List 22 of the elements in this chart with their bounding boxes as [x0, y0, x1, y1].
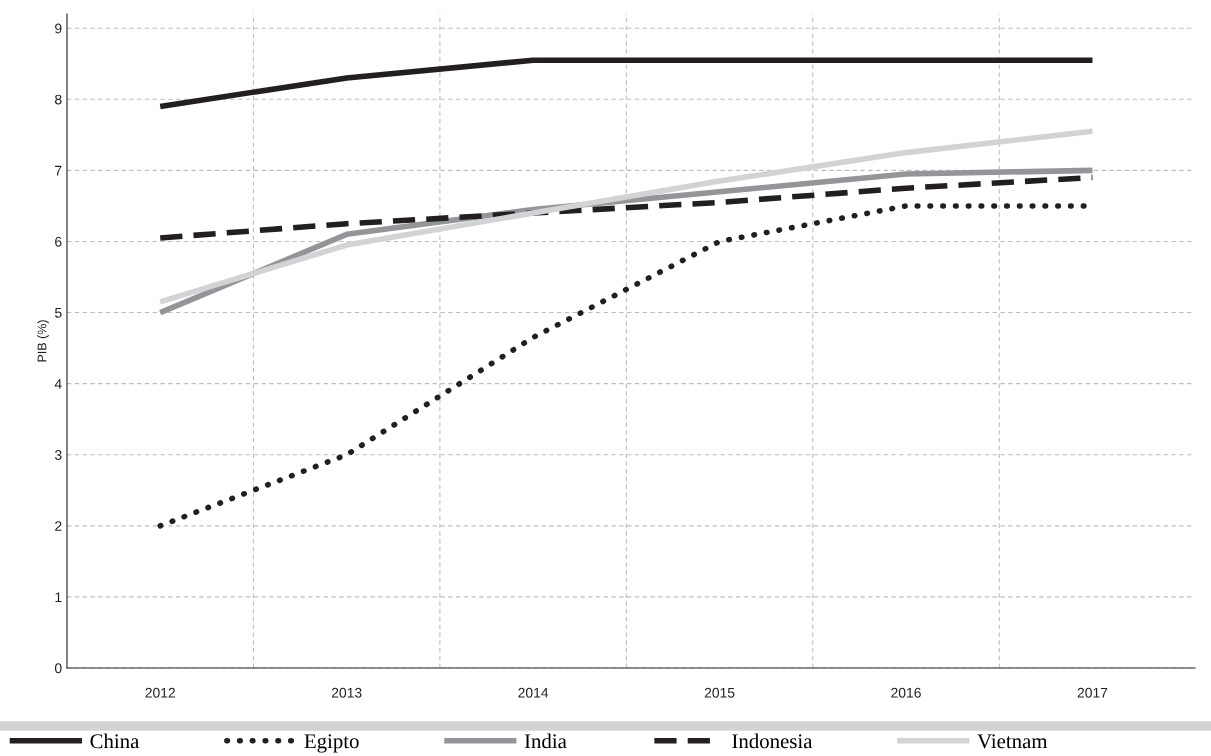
y-tick-label: 3 — [54, 450, 62, 460]
legend-label: Vietnam — [977, 734, 1048, 749]
legend-label: Indonesia — [732, 733, 813, 749]
y-tick-label: 5 — [54, 308, 62, 318]
x-tick-label: 2014 — [518, 687, 549, 698]
y-tick-label: 0 — [54, 663, 62, 674]
x-tick-label: 2012 — [145, 687, 175, 698]
x-tick-label: 2015 — [704, 687, 735, 698]
y-tick-label: 4 — [54, 379, 62, 389]
y-tick-label: 8 — [55, 94, 62, 105]
y-axis-title: PIB (%) — [37, 320, 49, 362]
y-tick-label: 7 — [55, 165, 62, 176]
x-tick-label: 2013 — [331, 687, 362, 698]
x-tick-label: 2017 — [1077, 687, 1108, 698]
y-tick-label: 6 — [55, 236, 62, 247]
y-tick-label: 1 — [55, 592, 62, 602]
y-tick-label: 2 — [55, 521, 62, 531]
x-tick-label: 2016 — [891, 687, 921, 698]
legend-label: India — [524, 733, 567, 749]
y-tick-label: 9 — [55, 23, 62, 34]
legend-label: Egipto — [304, 734, 359, 753]
legend-label: China — [90, 733, 140, 749]
